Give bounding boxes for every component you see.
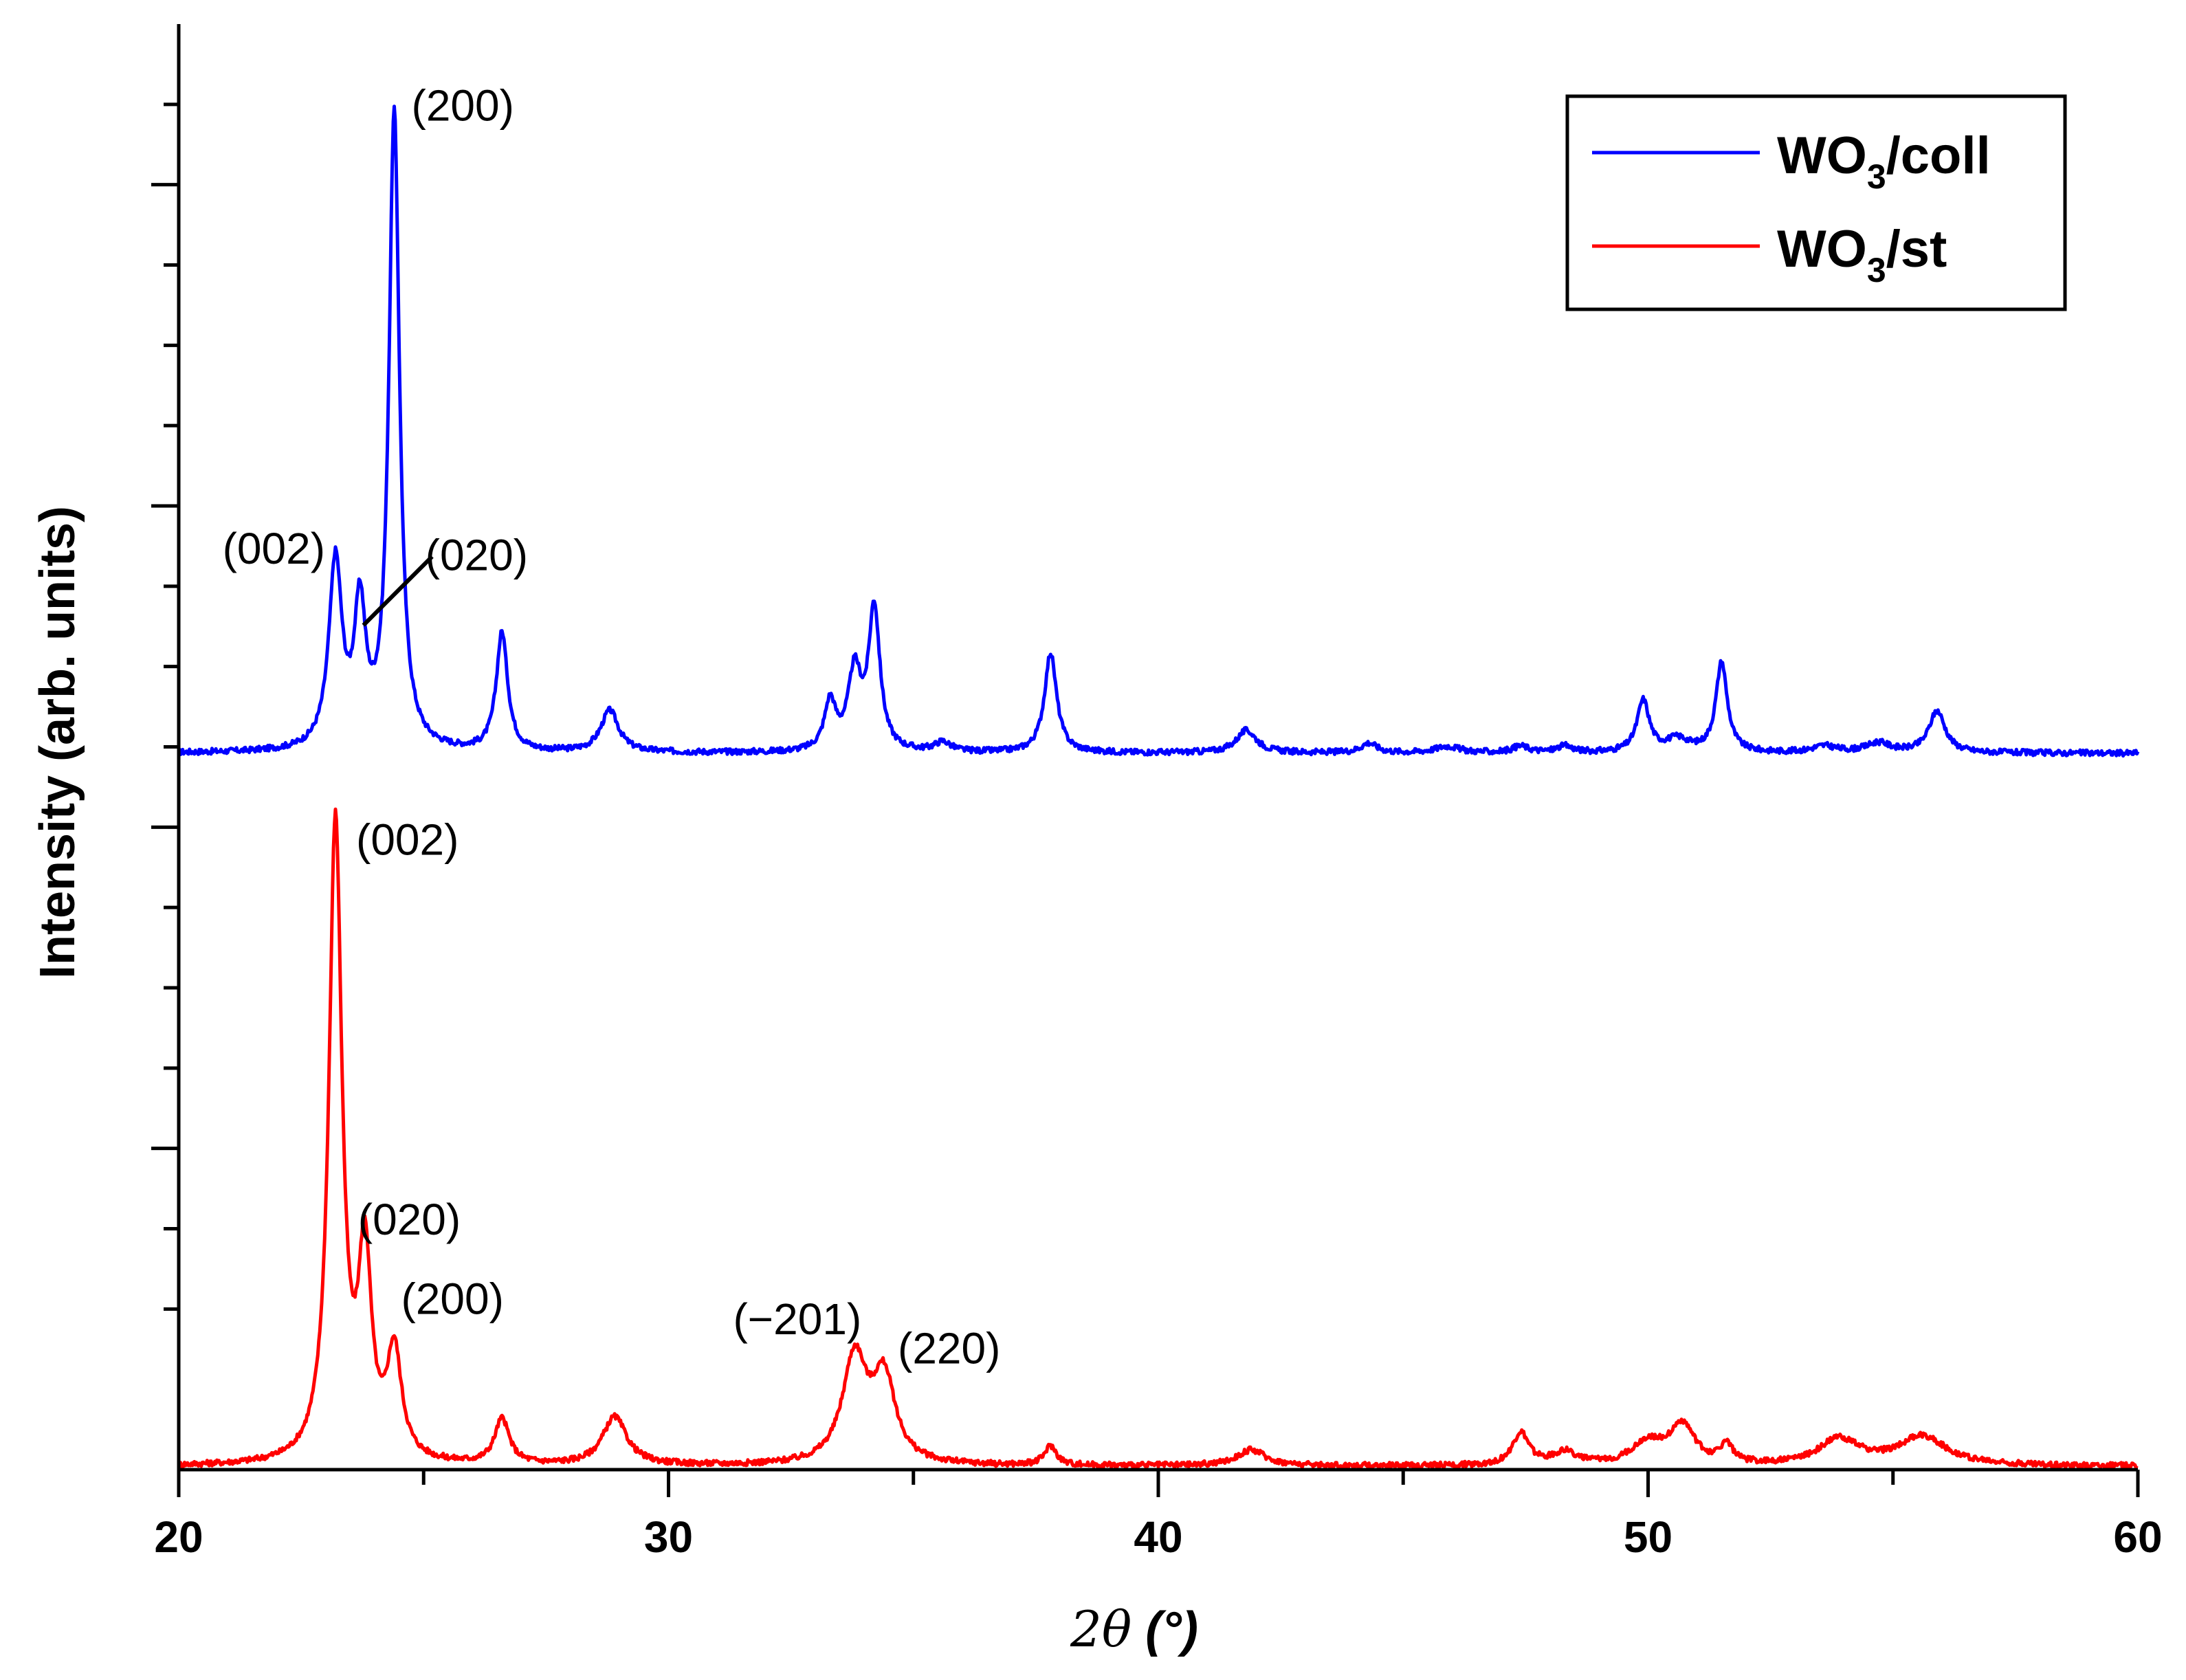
peak-label-1-4: (220) xyxy=(898,1323,1000,1373)
legend: WO3/coll WO3/st xyxy=(1567,96,2065,309)
x-tick-label: 40 xyxy=(1134,1512,1182,1562)
x-axis-unit: (°) xyxy=(1131,1602,1198,1657)
xrd-chart: 20 30 40 50 60 (200) (002) (020) (002) (020) (200… xyxy=(0,0,2186,1680)
x-axis-title: 2θ (°) xyxy=(1070,1600,1198,1658)
x-axis-symbol: 2θ xyxy=(1070,1600,1131,1658)
peak-label-0-1: (002) xyxy=(223,524,325,573)
peak-label-1-2: (200) xyxy=(401,1274,504,1324)
peak-label-0-2: (020) xyxy=(426,531,528,580)
x-tick-label: 50 xyxy=(1624,1512,1672,1562)
x-tick-label: 60 xyxy=(2113,1512,2162,1562)
x-tick-label: 20 xyxy=(154,1512,203,1562)
peak-label-1-3: (−201) xyxy=(733,1294,861,1344)
x-tick-label: 30 xyxy=(644,1512,693,1562)
peak-label-1-1: (020) xyxy=(358,1195,461,1244)
peak-label-1-0: (002) xyxy=(356,815,459,864)
y-axis-title: Intensity (arb. units) xyxy=(30,506,85,979)
peak-label-0-0: (200) xyxy=(412,81,514,131)
